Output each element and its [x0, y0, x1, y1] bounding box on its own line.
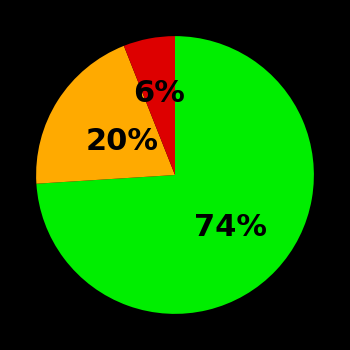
Wedge shape	[124, 36, 175, 175]
Text: 6%: 6%	[133, 79, 185, 108]
Wedge shape	[36, 46, 175, 184]
Wedge shape	[36, 36, 314, 314]
Text: 74%: 74%	[194, 213, 267, 242]
Text: 20%: 20%	[86, 127, 159, 156]
